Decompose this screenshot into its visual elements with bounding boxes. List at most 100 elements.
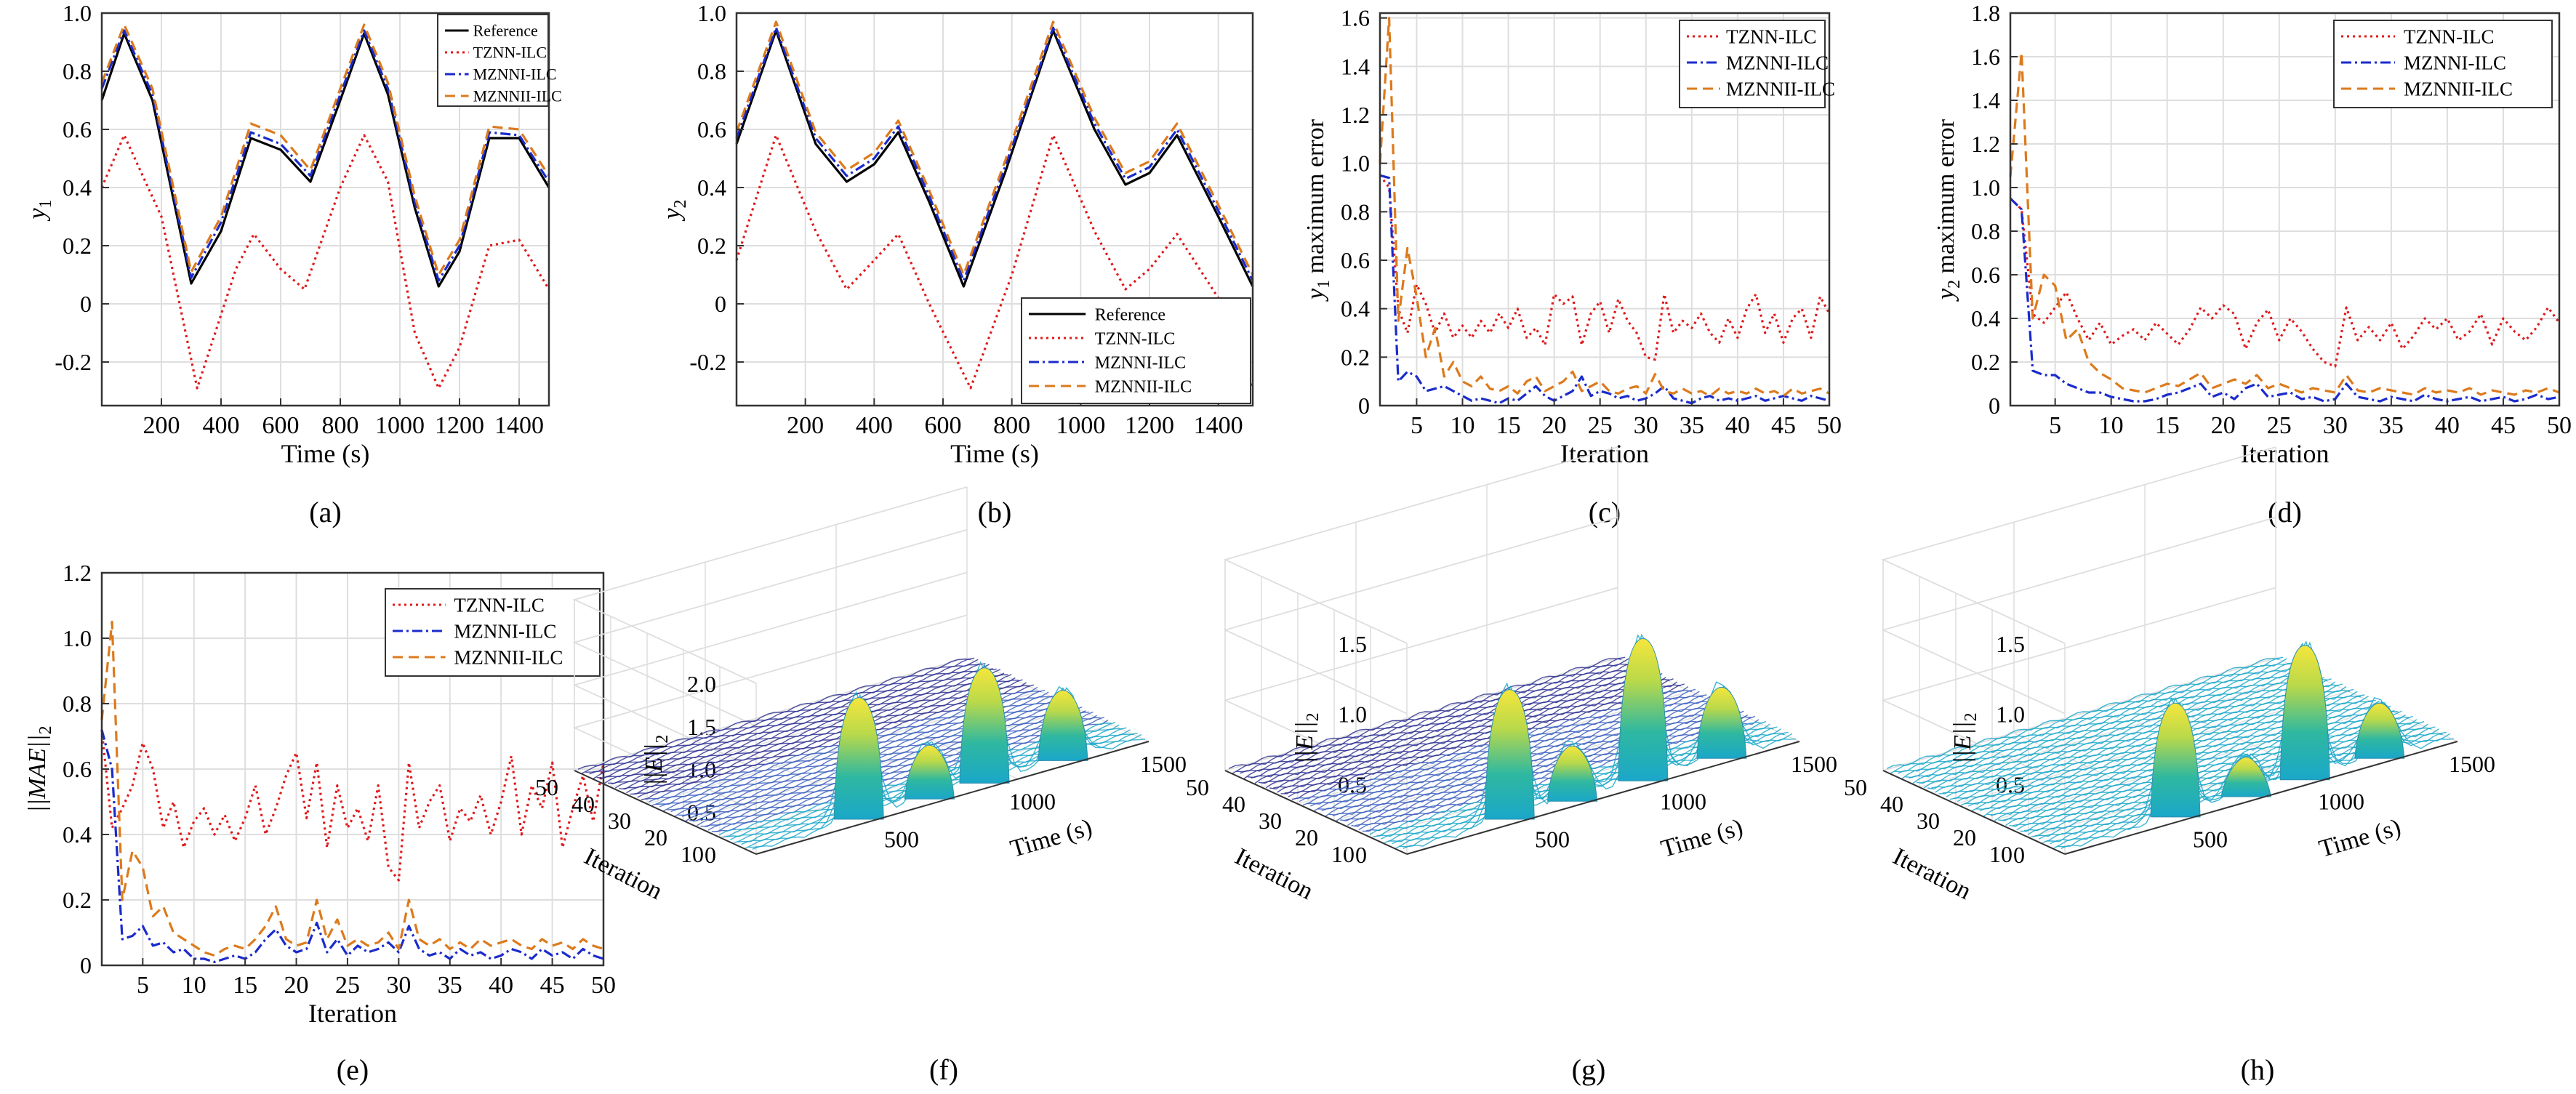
panel-caption: (c) [1589,496,1621,528]
legend-box [2333,20,2553,108]
panel-caption: (g) [1572,1053,1606,1086]
x-tick-label: 45 [2491,412,2516,439]
waterfall-line [1898,663,2291,774]
time-axis-label: Time (s) [1658,814,1746,863]
waterfall-line [1894,658,2287,773]
x-tick-label: 10 [2099,412,2124,439]
y-tick-label: 0 [1989,393,2000,419]
legend-box [1679,20,1826,108]
x-tick-label: 20 [1542,412,1567,439]
legend: TZNN-ILC MZNNI-ILC MZNNII-ILC [385,588,601,677]
x-tick-label: 15 [1496,412,1521,439]
waterfall-line [2005,711,2399,826]
iteration-tick-label: 30 [608,808,631,834]
y-axis-label: y2 [659,199,690,221]
series-line-mznnii-ilc [100,23,550,276]
x-tick-label: 1000 [375,412,425,439]
series-line-mznnii-ilc [100,620,604,957]
waterfall-line [1949,683,2343,800]
y-tick-label: -0.2 [55,349,92,375]
x-tick-label: 50 [1817,412,1842,439]
time-axis-line [755,741,1149,855]
y-tick-label: 1.0 [1971,174,2000,201]
y-tick-label: 1.2 [1971,131,2000,157]
legend-label: MZNNII-ILC [1095,377,1192,396]
surface-peak [1484,689,1535,820]
waterfall-line [1280,678,1674,795]
x-tick-label: 400 [203,412,240,439]
waterfall-line [1243,662,1637,780]
x-tick-label: 30 [2323,412,2348,439]
waterfall-line [1347,711,1741,826]
legend-label: MZNNI-ILC [454,620,556,642]
waterfall-line [637,685,1030,798]
panel-g: 00.51.01.5102030405050010001500Iteration… [1186,446,1837,1086]
y-tick-label: 0.8 [697,58,726,84]
time-tick-label: 1000 [1009,789,1056,815]
y-tick-label: 1.0 [63,0,92,26]
legend-box [385,588,601,677]
series-line-mznni-ilc [2009,197,2560,403]
time-tick-label: 500 [1535,826,1570,852]
legend-label: Reference [473,22,538,40]
x-tick-label: 35 [438,972,462,999]
waterfall-line [600,668,993,780]
z-tick-label: 1.0 [1338,701,1367,728]
x-tick-label: 1200 [435,412,484,439]
z-tick-label: 2.0 [687,671,716,697]
iteration-tick-label: 20 [1953,824,1976,850]
x-tick-label: 5 [2049,412,2061,439]
z-axis-label: ||E||2 [1291,712,1323,763]
legend-label: TZNN-ILC [1095,329,1176,348]
surface-peak [1547,745,1598,802]
legend-label: Reference [1095,305,1165,324]
y-tick-label: -0.2 [689,349,726,375]
y-tick-label: 1.0 [1341,150,1370,177]
time-tick-label: 1500 [1791,751,1837,777]
series-line-mznnii-ilc [735,20,1254,276]
wall-grid-line [1881,446,2276,644]
waterfall-line [1923,673,2317,789]
x-tick-label: 50 [591,972,616,999]
time-tick-label: 1500 [2449,751,2495,777]
panel-c: 5 10 15 20 25 30 35 40 45 50 0 0.2 0.4 0.6 0.8 1.0 1.2 1.… [1302,5,1842,528]
waterfall-line [633,682,1027,795]
series-line-mznnii-ilc [1379,17,1830,398]
iteration-tick-label: 30 [1259,808,1282,834]
legend-label: MZNNII-ILC [1726,78,1835,100]
panel-h: 00.51.01.5102030405050010001500Iteration… [1844,446,2495,1086]
wall-grid-line [572,528,968,727]
surface-peak [833,697,884,820]
iteration-tick-label: 50 [1186,774,1209,800]
iteration-tick-label: 50 [1844,774,1867,800]
legend-label: MZNNI-ILC [1726,52,1829,73]
waterfall-line [697,712,1090,826]
surface-peak [1038,689,1088,761]
legend-label: TZNN-ILC [1726,25,1816,47]
x-tick-label: 15 [2155,412,2180,439]
y-tick-label: 1.2 [63,560,92,586]
series-line-tznn-ilc [100,729,605,882]
iteration-axis-label: Iteration [1231,843,1317,905]
iteration-tick-label: 50 [535,774,558,800]
x-tick-label: 15 [233,972,257,999]
z-axis-label: ||E||2 [641,735,672,786]
x-tick-label: 20 [2211,412,2236,439]
y-axis-label: y2 maximum error [1933,118,1964,302]
y-tick-label: 0.6 [697,116,726,142]
waterfall-line [593,663,986,780]
series-line-reference [735,29,1254,288]
panel-e: 5 10 15 20 25 30 35 40 45 50 0 0.2 0.4 0.6 0.8 1.0 1.2 It… [24,560,616,1086]
waterfall-line [626,680,1019,794]
y-tick-label: 0.4 [1971,305,2000,331]
y-axis-label: ||MAE||2 [24,725,55,812]
z-axis-label: ||E||2 [1949,712,1981,763]
waterfall-line [1236,658,1629,773]
y-tick-label: 0.4 [63,174,92,201]
y-axis-label: y1 [24,199,55,221]
series-line-tznn-ilc [735,134,1254,390]
x-tick-label: 30 [1634,412,1658,439]
x-tick-label: 40 [1725,412,1750,439]
waterfall-line [1946,684,2339,797]
waterfall-line [1938,678,2332,795]
